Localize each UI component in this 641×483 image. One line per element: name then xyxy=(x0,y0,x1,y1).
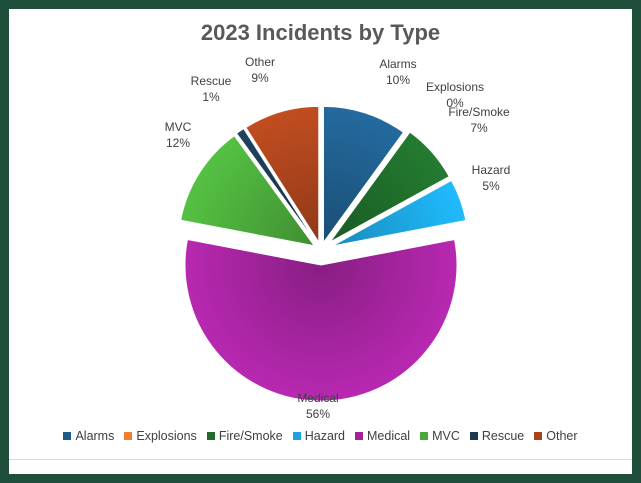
slice-value-rescue: 1% xyxy=(202,90,220,104)
legend-item-rescue: Rescue xyxy=(469,429,525,443)
legend-label-other: Other xyxy=(546,429,578,443)
legend-item-alarms: Alarms xyxy=(63,429,114,443)
slice-label-other: Other xyxy=(245,55,275,69)
slice-value-mvc: 12% xyxy=(166,136,190,150)
legend-swatch-medical xyxy=(355,432,364,440)
legend-label-mvc: MVC xyxy=(432,429,460,443)
chart-legend: Alarms Explosions Fire/Smoke Hazard Medical M… xyxy=(0,429,641,443)
legend-swatch-rescue xyxy=(469,432,478,440)
legend-swatch-explosions xyxy=(124,432,133,440)
slice-label-medical: Medical xyxy=(297,391,338,405)
legend-label-hazard: Hazard xyxy=(304,429,346,443)
slice-label-fire-smoke: Fire/Smoke xyxy=(448,105,510,119)
slice-label-alarms: Alarms xyxy=(379,57,416,71)
pie-slice-rescue xyxy=(235,127,317,244)
slice-value-hazard: 5% xyxy=(482,179,500,193)
slice-label-hazard: Hazard xyxy=(472,163,511,177)
legend-item-explosions: Explosions xyxy=(124,429,197,443)
slice-label-rescue: Rescue xyxy=(191,74,232,88)
pie-slice-alarms xyxy=(322,105,405,244)
legend-swatch-fire-smoke xyxy=(206,432,215,440)
slice-label-mvc: MVC xyxy=(165,120,192,134)
legend-label-alarms: Alarms xyxy=(75,429,115,443)
legend-label-fire-smoke: Fire/Smoke xyxy=(218,429,283,443)
slice-value-medical: 56% xyxy=(306,407,330,421)
pie-slice-other xyxy=(245,105,320,245)
legend-swatch-other xyxy=(534,432,543,440)
legend-item-fire-smoke: Fire/Smoke xyxy=(206,429,283,443)
legend-item-hazard: Hazard xyxy=(292,429,346,443)
chart-title: 2023 Incidents by Type xyxy=(200,20,441,45)
pie-slice-mvc xyxy=(180,134,316,247)
legend-item-mvc: MVC xyxy=(420,429,460,443)
slice-value-alarms: 10% xyxy=(386,73,410,87)
slice-label-explosions: Explosions xyxy=(426,80,484,94)
slice-value-other: 9% xyxy=(251,71,269,85)
legend-swatch-alarms xyxy=(63,432,72,440)
legend-swatch-hazard xyxy=(292,432,301,440)
chart-divider xyxy=(9,459,632,460)
slice-value-fire-smoke: 7% xyxy=(470,121,488,135)
legend-label-explosions: Explosions xyxy=(136,429,197,443)
pie-slice-fire-smoke xyxy=(329,131,450,243)
legend-label-medical: Medical xyxy=(367,429,411,443)
pie-slice-hazard xyxy=(332,179,467,247)
legend-swatch-mvc xyxy=(420,432,429,440)
legend-item-medical: Medical xyxy=(355,429,410,443)
legend-item-other: Other xyxy=(534,429,578,443)
pie-slice-medical xyxy=(184,238,458,402)
slice-value-explosions: 0% xyxy=(446,96,464,110)
legend-label-rescue: Rescue xyxy=(481,429,525,443)
